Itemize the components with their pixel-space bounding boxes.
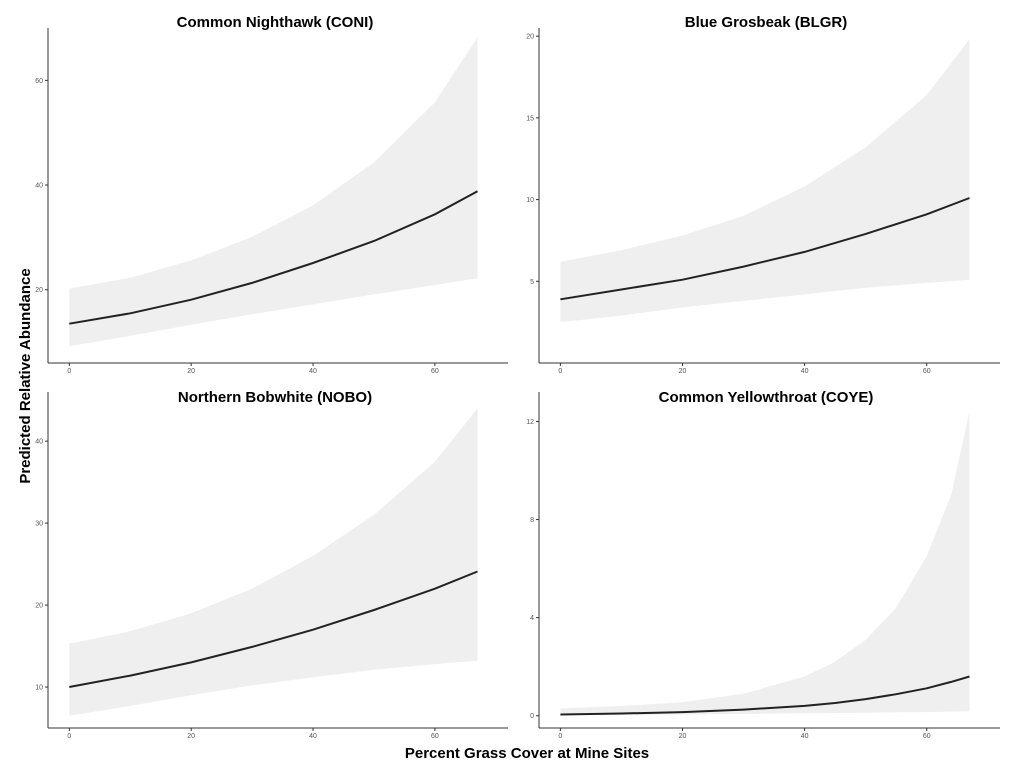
- panel-title: Blue Grosbeak (BLGR): [685, 14, 848, 31]
- x-tick-label: 20: [679, 733, 687, 740]
- y-tick-label: 8: [530, 517, 534, 524]
- confidence-band: [560, 39, 970, 323]
- y-tick-label: 30: [35, 521, 43, 528]
- x-tick-label: 20: [679, 368, 687, 375]
- x-tick-label: 0: [558, 733, 562, 740]
- y-tick-label: 20: [35, 603, 43, 610]
- fitted-line: [69, 190, 478, 325]
- x-tick-label: 0: [67, 368, 71, 375]
- y-tick-label: 12: [526, 419, 534, 426]
- y-tick-label: 60: [35, 78, 43, 85]
- panel-1: Common Nighthawk (CONI) 0 20 40 60 20 40 60: [35, 14, 508, 375]
- confidence-band: [69, 408, 478, 716]
- x-tick-label: 0: [67, 733, 71, 740]
- x-tick-label: 20: [187, 368, 195, 375]
- panel-title: Northern Bobwhite (NOBO): [178, 389, 372, 406]
- x-tick-label: 60: [923, 368, 931, 375]
- x-tick-label: 40: [309, 368, 317, 375]
- confidence-band: [560, 411, 970, 716]
- x-tick-label: 40: [801, 733, 809, 740]
- y-tick-label: 20: [526, 34, 534, 41]
- x-tick-label: 0: [558, 368, 562, 375]
- panel-title: Common Yellowthroat (COYE): [659, 389, 874, 406]
- y-tick-label: 15: [526, 115, 534, 122]
- y-tick-label: 0: [530, 713, 534, 720]
- y-axis-title: Predicted Relative Abundance: [17, 268, 34, 483]
- confidence-band: [69, 37, 478, 347]
- x-tick-label: 60: [431, 733, 439, 740]
- y-tick-label: 4: [530, 615, 534, 622]
- y-tick-label: 10: [35, 685, 43, 692]
- fitted-line: [560, 675, 970, 716]
- x-tick-label: 60: [923, 733, 931, 740]
- y-tick-label: 5: [530, 279, 534, 286]
- panel-4: Common Yellowthroat (COYE) 0 20 40 60 0 4 8 12: [526, 389, 1000, 740]
- y-tick-label: 40: [35, 439, 43, 446]
- panel-3: Northern Bobwhite (NOBO) 0 20 40 60 10 20 30 40: [35, 389, 508, 740]
- x-tick-label: 60: [431, 368, 439, 375]
- y-tick-label: 20: [35, 287, 43, 294]
- x-tick-label: 40: [309, 733, 317, 740]
- x-tick-label: 40: [801, 368, 809, 375]
- fitted-line: [69, 570, 478, 688]
- y-tick-label: 40: [35, 183, 43, 190]
- panel-2: Blue Grosbeak (BLGR) 0 20 40 60 5 10 15 20: [526, 14, 1000, 375]
- panel-title: Common Nighthawk (CONI): [177, 14, 374, 31]
- x-axis-title: Percent Grass Cover at Mine Sites: [405, 745, 649, 762]
- x-tick-label: 20: [187, 733, 195, 740]
- chart-panels: Common Nighthawk (CONI)0 20 40 60204060Blue…: [35, 14, 1000, 740]
- fitted-line: [560, 197, 970, 301]
- y-tick-label: 10: [526, 197, 534, 204]
